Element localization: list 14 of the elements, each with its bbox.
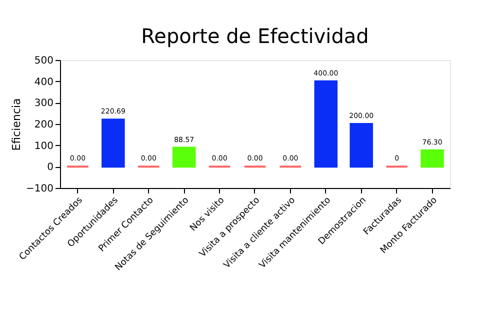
bar — [420, 149, 444, 168]
y-tick-label: 500 — [34, 56, 54, 66]
y-tick-label: 100 — [34, 140, 54, 152]
bar — [350, 123, 373, 168]
y-axis-title: Eficiencia — [10, 98, 24, 151]
y-tick-label: 400 — [34, 76, 54, 88]
bar — [102, 118, 125, 168]
y-tick-label: 0 — [47, 162, 54, 174]
chart-title: Reporte de Efectividad — [141, 24, 369, 48]
bar — [172, 146, 196, 168]
bar — [314, 80, 338, 168]
y-tick-label: 200 — [34, 120, 54, 130]
y-tick-label: 300 — [34, 98, 54, 110]
y-tick-label: −100 — [26, 184, 54, 194]
